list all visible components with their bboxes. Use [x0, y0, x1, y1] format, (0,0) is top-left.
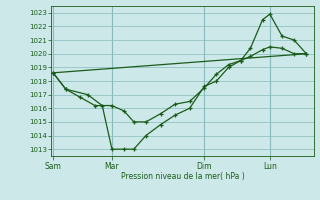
X-axis label: Pression niveau de la mer( hPa ): Pression niveau de la mer( hPa ): [121, 172, 244, 181]
